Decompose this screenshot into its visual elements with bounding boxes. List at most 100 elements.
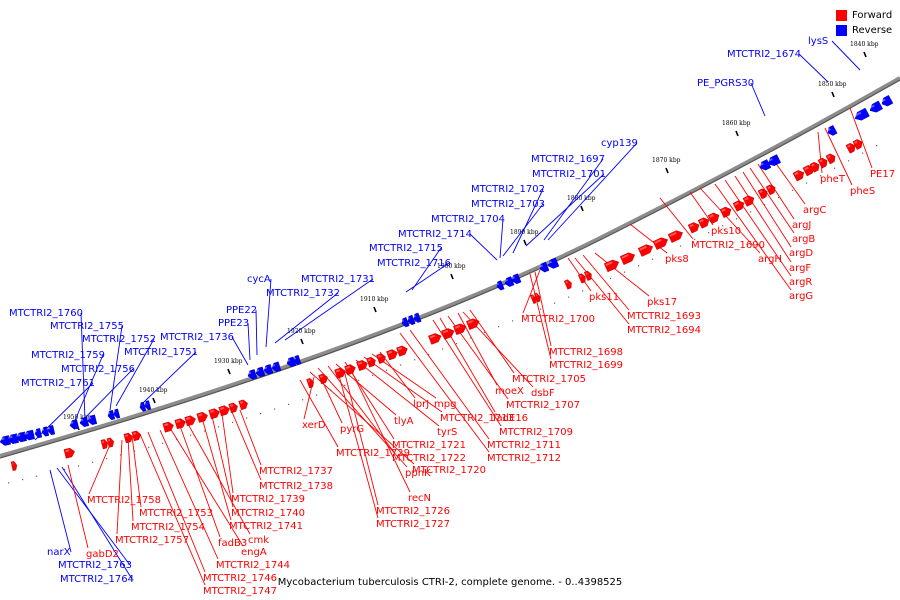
forward-gene-block <box>652 237 668 250</box>
minor-tick <box>162 442 164 444</box>
reverse-gene-block <box>413 312 422 323</box>
forward-gene-label: PE17 <box>870 169 895 180</box>
forward-leader-line <box>147 431 206 573</box>
reverse-gene-block <box>15 431 27 443</box>
tick-label: 1840 kbp <box>850 41 879 48</box>
minor-tick <box>22 478 24 481</box>
reverse-gene-block <box>79 416 90 428</box>
forward-gene-label: cmk <box>248 535 269 546</box>
forward-gene-block <box>123 432 133 444</box>
forward-gene-label: MTCTRI2_1707 <box>506 400 580 411</box>
forward-gene-block <box>441 328 455 340</box>
minor-tick <box>554 302 556 304</box>
forward-gene-block <box>466 318 480 330</box>
forward-gene-label: MTCTRI2_1747 <box>203 586 277 597</box>
minor-tick <box>316 394 318 396</box>
forward-leader-line <box>239 409 262 466</box>
minor-tick <box>456 342 458 345</box>
minor-tick <box>610 277 612 280</box>
minor-tick <box>862 152 864 154</box>
forward-gene-label: MTCTRI2_1758 <box>87 495 161 506</box>
minor-tick <box>652 258 654 260</box>
forward-gene-label: MTCTRI2_1746 <box>203 573 277 584</box>
feature-layer <box>0 95 894 471</box>
reverse-gene-block <box>881 95 894 107</box>
reverse-gene-label: MTCTRI2_1716 <box>377 258 451 269</box>
reverse-gene-block <box>286 356 297 368</box>
forward-gene-label: MTCTRI2_1744 <box>216 560 290 571</box>
forward-gene-label: MTCTRI2_1757 <box>115 535 189 546</box>
reverse-gene-block <box>34 428 43 439</box>
forward-leader-line <box>757 163 795 220</box>
reverse-gene-block <box>271 361 282 373</box>
minor-tick <box>8 482 10 484</box>
reverse-leader-line <box>49 469 72 553</box>
forward-leader-line <box>231 411 262 481</box>
forward-gene-block <box>577 273 586 284</box>
minor-tick <box>876 144 878 147</box>
forward-gene-block <box>208 408 220 420</box>
forward-leader-line <box>749 167 795 234</box>
forward-leader-line <box>699 187 761 254</box>
forward-gene-block <box>334 367 346 379</box>
reverse-gene-block <box>69 419 80 430</box>
forward-gene-label: MTCTRI2_1700 <box>521 314 595 325</box>
reverse-leader-line <box>109 325 123 411</box>
forward-gene-block <box>344 364 356 376</box>
reverse-gene-block <box>0 435 11 446</box>
minor-tick <box>806 182 808 184</box>
forward-gene-block <box>356 360 368 372</box>
forward-leader-line <box>355 359 440 427</box>
forward-gene-block <box>687 222 700 234</box>
forward-gene-label: MTCTRI2_1690 <box>691 240 765 251</box>
forward-leader-line <box>469 309 515 374</box>
reverse-gene-block <box>41 426 50 437</box>
reverse-leader-line <box>831 40 861 71</box>
minor-tick <box>148 446 150 448</box>
minor-tick <box>288 403 290 406</box>
forward-gene-block <box>396 345 408 357</box>
reverse-gene-label: MTCTRI2_1701 <box>532 169 606 180</box>
forward-gene-block <box>792 170 805 182</box>
forward-leader-line <box>574 257 630 325</box>
reverse-leader-line <box>61 466 133 580</box>
forward-gene-block <box>742 195 755 207</box>
minor-tick <box>820 175 822 177</box>
forward-leader-line <box>594 252 650 297</box>
reverse-gene-block <box>767 154 782 166</box>
tick-label: 1850 kbp <box>818 81 847 88</box>
forward-gene-block <box>63 447 75 459</box>
reverse-gene-block <box>255 366 266 378</box>
reverse-gene-block <box>407 314 416 326</box>
forward-leader-line <box>534 271 552 347</box>
reverse-leader-line <box>502 203 544 257</box>
forward-swatch <box>836 10 847 21</box>
forward-leader-line <box>335 363 397 416</box>
reverse-gene-block <box>139 401 147 412</box>
forward-gene-label: engA <box>241 547 267 558</box>
reverse-leader-line <box>750 82 766 117</box>
reverse-gene-block <box>263 364 274 375</box>
reverse-gene-block <box>547 257 560 269</box>
forward-gene-block <box>366 356 376 368</box>
reverse-gene-label: MTCTRI2_1755 <box>50 321 124 332</box>
forward-gene-label: moeX <box>495 386 524 397</box>
minor-tick <box>106 458 108 460</box>
legend: Forward Reverse <box>836 8 892 38</box>
reverse-leader-line <box>115 338 155 407</box>
forward-gene-block <box>100 439 109 450</box>
reverse-gene-block <box>496 280 505 291</box>
major-tick <box>831 91 835 98</box>
minor-tick <box>484 331 486 333</box>
tick-label: 1950 kbp <box>63 414 92 421</box>
reverse-gene-label: MTCTRI2_1760 <box>9 308 83 319</box>
minor-tick <box>694 238 696 240</box>
forward-gene-block <box>228 402 238 414</box>
forward-gene-block <box>386 349 398 361</box>
forward-leader-line <box>399 332 490 453</box>
forward-gene-block <box>238 399 248 411</box>
major-tick <box>665 167 669 174</box>
forward-gene-label: MTCTRI2_1694 <box>627 325 701 336</box>
reverse-leader-line <box>405 262 450 293</box>
